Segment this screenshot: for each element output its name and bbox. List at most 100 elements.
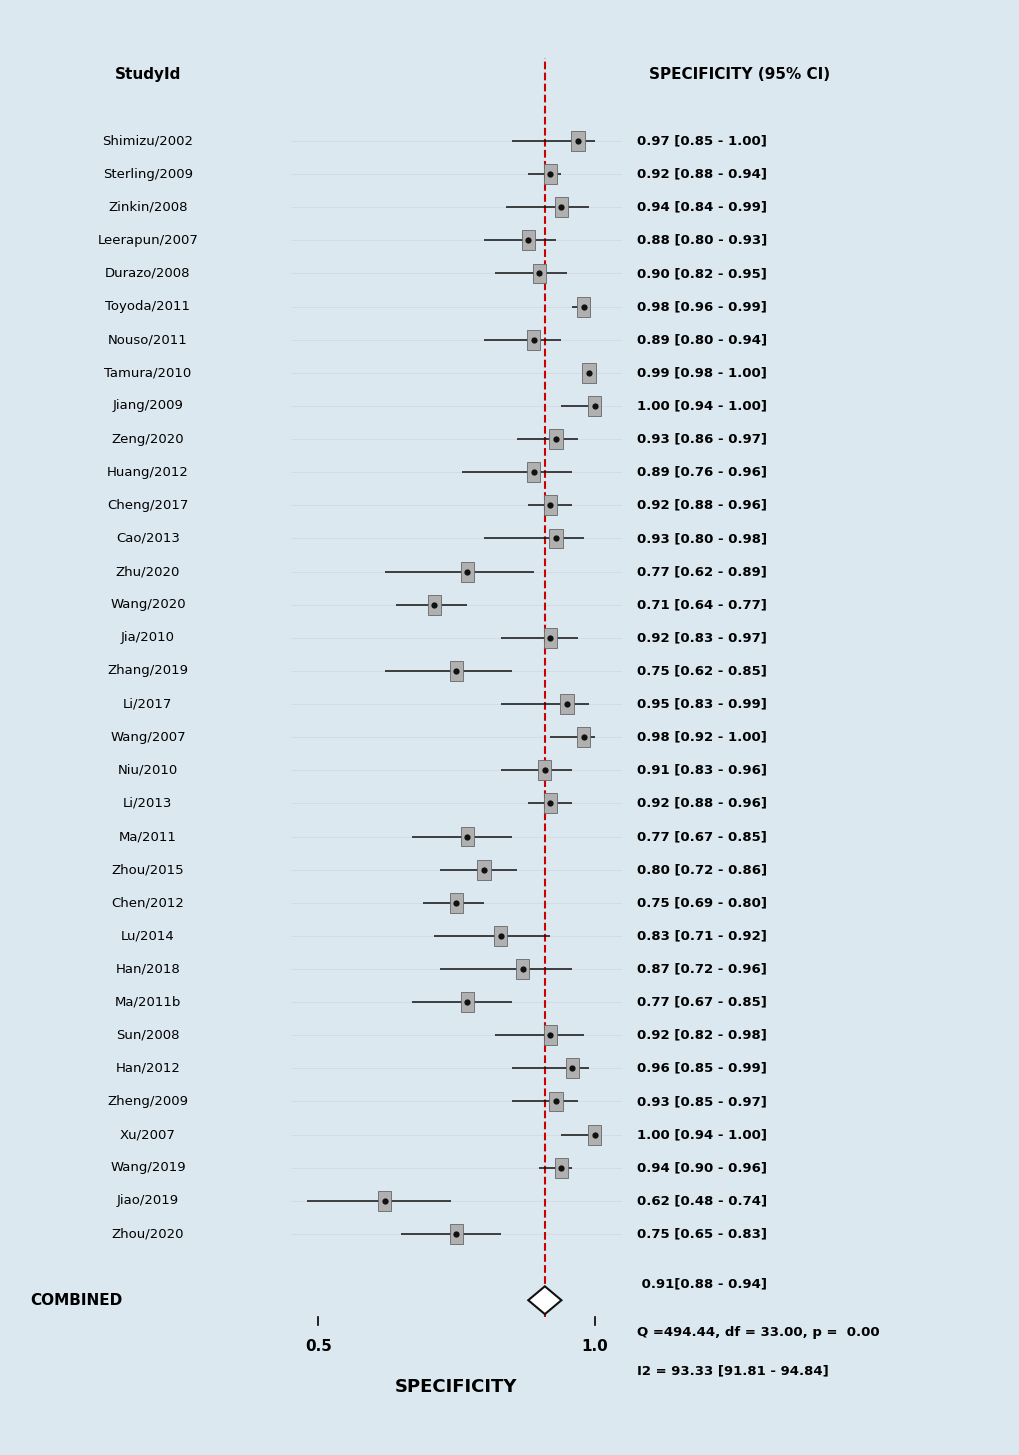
Text: Toyoda/2011: Toyoda/2011 (105, 300, 191, 313)
Bar (549, 429, 562, 450)
Bar (587, 1125, 600, 1145)
Text: Q =494.44, df = 33.00, p =  0.00: Q =494.44, df = 33.00, p = 0.00 (637, 1326, 879, 1339)
Bar (427, 595, 440, 614)
Bar (571, 131, 584, 151)
Text: 0.98 [0.92 - 1.00]: 0.98 [0.92 - 1.00] (637, 730, 766, 744)
Text: Jiang/2009: Jiang/2009 (112, 400, 183, 412)
Text: 0.75 [0.69 - 0.80]: 0.75 [0.69 - 0.80] (637, 896, 766, 909)
Text: Zhou/2015: Zhou/2015 (111, 863, 184, 876)
Bar (538, 761, 551, 780)
Bar (493, 925, 506, 946)
Bar (461, 826, 474, 847)
Text: SPECIFICITY: SPECIFICITY (394, 1378, 518, 1395)
Bar (378, 1190, 391, 1211)
Text: 0.92 [0.88 - 0.94]: 0.92 [0.88 - 0.94] (637, 167, 766, 180)
Bar (559, 694, 573, 714)
Text: Niu/2010: Niu/2010 (117, 764, 178, 777)
Polygon shape (528, 1286, 560, 1314)
Bar (554, 198, 568, 217)
Text: Han/2018: Han/2018 (115, 963, 180, 975)
Bar (549, 528, 562, 549)
Text: Nouso/2011: Nouso/2011 (108, 333, 187, 346)
Text: 0.95 [0.83 - 0.99]: 0.95 [0.83 - 0.99] (637, 697, 766, 710)
Text: 0.90 [0.82 - 0.95]: 0.90 [0.82 - 0.95] (637, 266, 766, 279)
Text: 0.80 [0.72 - 0.86]: 0.80 [0.72 - 0.86] (637, 863, 767, 876)
Text: Zinkin/2008: Zinkin/2008 (108, 201, 187, 214)
Text: Wang/2007: Wang/2007 (110, 730, 185, 744)
Text: 0.92 [0.82 - 0.98]: 0.92 [0.82 - 0.98] (637, 1029, 766, 1042)
Bar (527, 330, 540, 349)
Text: Wang/2020: Wang/2020 (110, 598, 185, 611)
Bar (549, 1091, 562, 1112)
Bar (543, 629, 556, 647)
Text: Lu/2014: Lu/2014 (121, 930, 174, 943)
Text: 0.75 [0.62 - 0.85]: 0.75 [0.62 - 0.85] (637, 665, 766, 678)
Text: 0.93 [0.85 - 0.97]: 0.93 [0.85 - 0.97] (637, 1096, 766, 1109)
Text: 0.98 [0.96 - 0.99]: 0.98 [0.96 - 0.99] (637, 300, 766, 313)
Text: Li/2013: Li/2013 (123, 797, 172, 810)
Text: 0.91[0.88 - 0.94]: 0.91[0.88 - 0.94] (637, 1277, 766, 1291)
Bar (449, 1224, 463, 1244)
Bar (532, 263, 545, 284)
Bar (543, 1026, 556, 1045)
Text: 0.88 [0.80 - 0.93]: 0.88 [0.80 - 0.93] (637, 234, 767, 247)
Text: 0.5: 0.5 (305, 1339, 331, 1353)
Text: 0.92 [0.88 - 0.96]: 0.92 [0.88 - 0.96] (637, 797, 766, 810)
Text: Tamura/2010: Tamura/2010 (104, 367, 192, 380)
Text: 0.77 [0.67 - 0.85]: 0.77 [0.67 - 0.85] (637, 829, 766, 842)
Text: 0.92 [0.88 - 0.96]: 0.92 [0.88 - 0.96] (637, 499, 766, 512)
Text: Zhang/2019: Zhang/2019 (107, 665, 189, 678)
Bar (554, 1158, 568, 1177)
Text: Jiao/2019: Jiao/2019 (117, 1195, 178, 1208)
Bar (566, 1058, 579, 1078)
Text: 1.00 [0.94 - 1.00]: 1.00 [0.94 - 1.00] (637, 1128, 766, 1141)
Bar (577, 297, 590, 317)
Text: 0.97 [0.85 - 1.00]: 0.97 [0.85 - 1.00] (637, 134, 766, 147)
Text: 0.93 [0.80 - 0.98]: 0.93 [0.80 - 0.98] (637, 533, 767, 546)
Bar (516, 959, 529, 979)
Bar (527, 463, 540, 482)
Text: 0.92 [0.83 - 0.97]: 0.92 [0.83 - 0.97] (637, 631, 766, 645)
Text: Ma/2011b: Ma/2011b (114, 995, 181, 1008)
Text: Jia/2010: Jia/2010 (121, 631, 174, 645)
Text: 0.75 [0.65 - 0.83]: 0.75 [0.65 - 0.83] (637, 1228, 766, 1241)
Text: Sun/2008: Sun/2008 (116, 1029, 179, 1042)
Text: Zhu/2020: Zhu/2020 (115, 565, 180, 578)
Text: 0.96 [0.85 - 0.99]: 0.96 [0.85 - 0.99] (637, 1062, 766, 1075)
Bar (449, 661, 463, 681)
Text: 0.83 [0.71 - 0.92]: 0.83 [0.71 - 0.92] (637, 930, 766, 943)
Bar (461, 562, 474, 582)
Text: Cao/2013: Cao/2013 (116, 533, 179, 546)
Text: 1.00 [0.94 - 1.00]: 1.00 [0.94 - 1.00] (637, 400, 766, 412)
Bar (582, 362, 595, 383)
Text: SPECIFICITY (95% CI): SPECIFICITY (95% CI) (648, 67, 829, 83)
Text: StudyId: StudyId (114, 67, 181, 83)
Text: Ma/2011: Ma/2011 (119, 829, 176, 842)
Text: 0.71 [0.64 - 0.77]: 0.71 [0.64 - 0.77] (637, 598, 766, 611)
Text: 0.87 [0.72 - 0.96]: 0.87 [0.72 - 0.96] (637, 963, 766, 975)
Text: 0.91 [0.83 - 0.96]: 0.91 [0.83 - 0.96] (637, 764, 766, 777)
Text: 0.99 [0.98 - 1.00]: 0.99 [0.98 - 1.00] (637, 367, 766, 380)
Bar (543, 793, 556, 813)
Text: Zhou/2020: Zhou/2020 (111, 1228, 184, 1241)
Text: 1.0: 1.0 (581, 1339, 607, 1353)
Bar (477, 860, 490, 880)
Text: I2 = 93.33 [91.81 - 94.84]: I2 = 93.33 [91.81 - 94.84] (637, 1365, 828, 1376)
Text: Shimizu/2002: Shimizu/2002 (102, 134, 194, 147)
Text: Wang/2019: Wang/2019 (110, 1161, 185, 1174)
Text: 0.77 [0.62 - 0.89]: 0.77 [0.62 - 0.89] (637, 565, 766, 578)
Text: 0.93 [0.86 - 0.97]: 0.93 [0.86 - 0.97] (637, 432, 766, 445)
Bar (543, 164, 556, 185)
Text: 0.94 [0.90 - 0.96]: 0.94 [0.90 - 0.96] (637, 1161, 766, 1174)
Bar (521, 230, 534, 250)
Text: Li/2017: Li/2017 (123, 697, 172, 710)
Text: 0.89 [0.76 - 0.96]: 0.89 [0.76 - 0.96] (637, 466, 766, 479)
Text: 0.77 [0.67 - 0.85]: 0.77 [0.67 - 0.85] (637, 995, 766, 1008)
Text: Leerapun/2007: Leerapun/2007 (98, 234, 198, 247)
Text: 0.89 [0.80 - 0.94]: 0.89 [0.80 - 0.94] (637, 333, 767, 346)
Bar (543, 495, 556, 515)
Text: Zeng/2020: Zeng/2020 (111, 432, 184, 445)
Text: 0.62 [0.48 - 0.74]: 0.62 [0.48 - 0.74] (637, 1195, 767, 1208)
Text: 0.94 [0.84 - 0.99]: 0.94 [0.84 - 0.99] (637, 201, 766, 214)
Text: Cheng/2017: Cheng/2017 (107, 499, 189, 512)
